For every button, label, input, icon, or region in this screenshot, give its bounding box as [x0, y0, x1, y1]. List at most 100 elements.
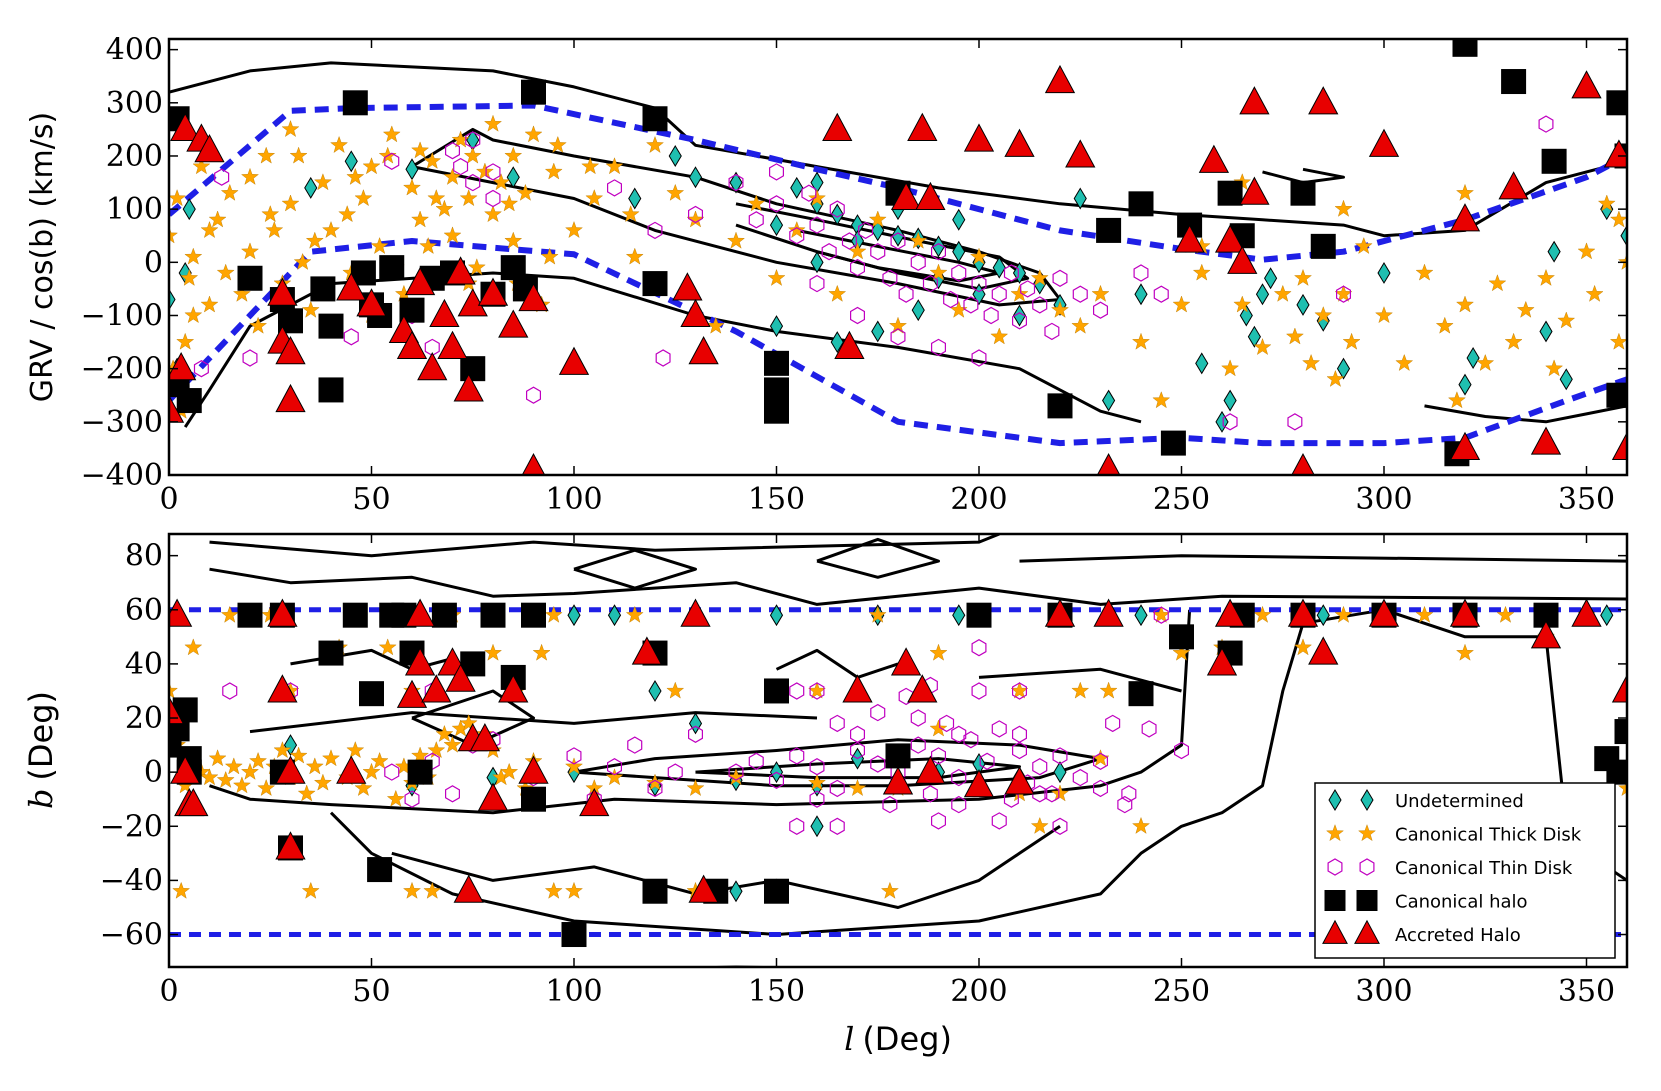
top-point-triangle	[169, 394, 185, 423]
bottom-point-square	[1128, 681, 1154, 707]
bottom-point-hexagon	[1011, 741, 1028, 760]
bottom-point-triangle	[915, 755, 946, 784]
top-point-diamond	[769, 315, 784, 338]
bottom-point-hexagon	[1003, 790, 1019, 808]
top-point-hexagon	[991, 285, 1007, 303]
top-panel: 0 50 100 150 200 250 300 350 −400 −300 −200 −100 0 1…	[25, 33, 1629, 517]
top-point-star	[767, 268, 786, 286]
legend-label: Undetermined	[1395, 791, 1524, 812]
top-point-star	[1152, 391, 1171, 409]
top-point-diamond	[1539, 320, 1553, 343]
top-point-star	[184, 306, 203, 324]
top-point-star	[516, 183, 535, 201]
top-point-diamond	[1620, 224, 1627, 247]
bottom-y-tick-label: −40	[100, 863, 163, 898]
top-point-square	[1128, 191, 1154, 217]
bottom-point-diamond	[952, 604, 966, 627]
top-series-canonical-halo	[169, 39, 1627, 467]
legend-marker-hexagon	[1359, 858, 1375, 876]
bottom-point-hexagon	[667, 763, 683, 781]
bottom-point-star	[565, 757, 583, 775]
top-point-star	[184, 247, 203, 265]
top-point-square	[318, 313, 344, 339]
bottom-point-square	[1614, 719, 1627, 745]
top-point-hexagon	[829, 200, 845, 218]
top-point-hexagon	[465, 131, 481, 149]
bottom-point-triangle	[1044, 598, 1076, 627]
top-point-diamond	[304, 176, 318, 199]
bottom-point-hexagon	[849, 725, 866, 743]
top-point-square	[318, 377, 344, 403]
bottom-point-triangle	[688, 874, 719, 903]
top-contour-5	[1262, 167, 1345, 185]
legend-marker-square	[1324, 890, 1346, 911]
top-point-hexagon	[882, 269, 898, 287]
top-point-star	[1334, 199, 1353, 217]
top-point-hexagon	[748, 211, 764, 229]
bottom-point-hexagon	[910, 736, 926, 754]
bottom-point-star	[378, 638, 397, 656]
bottom-point-hexagon	[809, 790, 825, 808]
top-point-hexagon	[485, 189, 501, 208]
top-point-triangle	[672, 272, 703, 301]
top-point-star	[540, 247, 559, 265]
top-x-tick-label: 50	[352, 482, 390, 517]
top-point-hexagon	[768, 163, 785, 181]
top-point-diamond	[911, 299, 925, 322]
legend-item: Canonical Thin Disk	[1327, 858, 1573, 879]
top-point-star	[411, 141, 430, 159]
top-point-square	[1310, 233, 1336, 259]
top-point-hexagon	[910, 253, 926, 271]
bottom-point-diamond	[567, 604, 581, 627]
bottom-x-tick-label: 50	[352, 974, 390, 1009]
bottom-point-star	[1294, 638, 1312, 656]
top-point-star	[1609, 210, 1627, 228]
top-point-star	[354, 189, 373, 207]
top-point-hexagon	[1133, 264, 1149, 282]
bottom-point-star	[386, 789, 405, 807]
bottom-point-diamond	[283, 734, 298, 757]
bottom-point-star	[403, 881, 421, 899]
top-point-star	[1577, 242, 1596, 260]
top-point-diamond	[830, 331, 844, 354]
top-point-star	[504, 231, 523, 249]
top-point-star	[475, 162, 494, 180]
bottom-contour-11	[249, 711, 818, 734]
top-point-star	[216, 263, 235, 281]
bottom-point-triangle	[1287, 598, 1319, 627]
top-point-diamond	[830, 203, 844, 226]
bottom-x-tick-label: 100	[545, 974, 602, 1009]
top-point-star	[949, 300, 968, 318]
bottom-series-canonical-thin-disk	[222, 606, 1190, 835]
bottom-point-star	[273, 741, 292, 759]
top-point-star	[305, 231, 324, 249]
bottom-point-star	[1030, 816, 1049, 834]
top-point-star	[322, 221, 340, 238]
top-x-ticks: 0 50 100 150 200 250 300 350	[159, 39, 1615, 517]
bottom-point-star	[565, 881, 583, 899]
bottom-point-diamond	[1053, 761, 1067, 784]
top-velocity-boundary	[169, 102, 1627, 447]
top-point-star	[686, 210, 705, 228]
top-point-star	[289, 146, 308, 164]
bottom-point-hexagon	[1153, 606, 1169, 624]
top-point-square	[310, 276, 336, 302]
bottom-series-accreted-halo	[169, 598, 1627, 903]
top-point-square	[764, 398, 789, 424]
top-point-star	[1010, 284, 1029, 302]
top-point-square	[1606, 90, 1627, 116]
top-point-star	[169, 189, 187, 207]
top-point-hexagon	[343, 328, 359, 346]
x-axis-variable: l	[844, 1020, 854, 1058]
top-point-diamond	[1296, 293, 1310, 316]
bottom-point-triangle	[907, 674, 938, 703]
top-point-star	[1285, 327, 1304, 345]
top-point-star	[909, 231, 928, 249]
top-point-star	[1326, 369, 1345, 387]
bottom-point-star	[666, 681, 685, 699]
top-point-triangle	[518, 282, 549, 312]
bottom-point-star	[727, 768, 745, 786]
bottom-point-star	[848, 779, 867, 796]
top-x-tick-label: 250	[1153, 482, 1210, 517]
